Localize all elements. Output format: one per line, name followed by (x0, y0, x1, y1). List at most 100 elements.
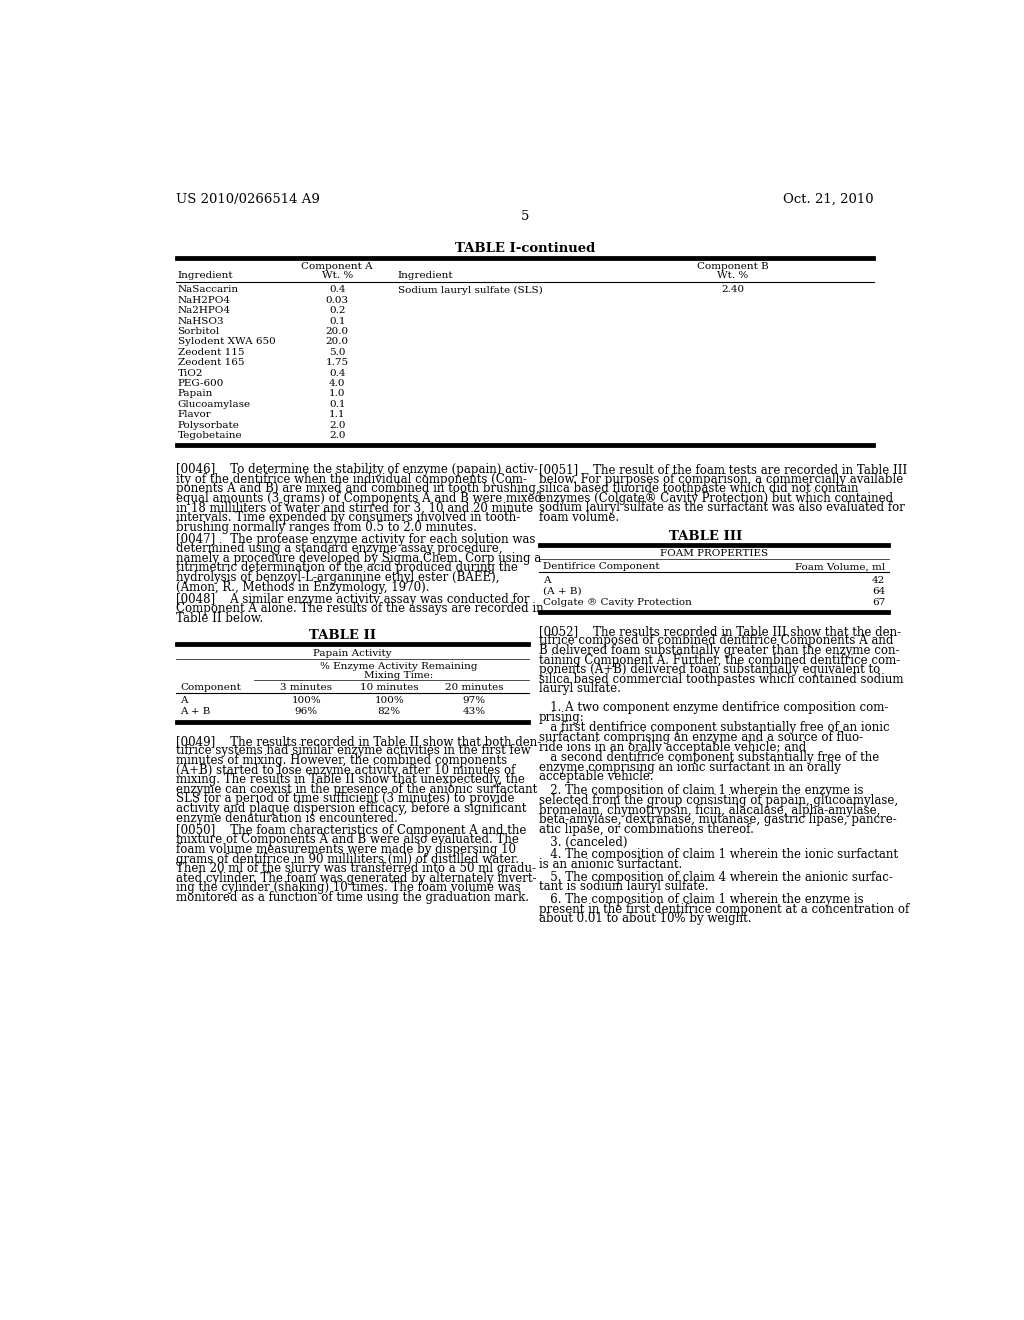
Text: tant is sodium lauryl sulfate.: tant is sodium lauryl sulfate. (539, 880, 709, 894)
Text: 0.4: 0.4 (329, 368, 345, 378)
Text: 20.0: 20.0 (326, 338, 349, 346)
Text: Colgate ® Cavity Protection: Colgate ® Cavity Protection (543, 598, 691, 607)
Text: [0048]    A similar enzyme activity assay was conducted for: [0048] A similar enzyme activity assay w… (176, 593, 529, 606)
Text: Then 20 ml of the slurry was transferred into a 50 ml gradu-: Then 20 ml of the slurry was transferred… (176, 862, 536, 875)
Text: % Enzyme Activity Remaining: % Enzyme Activity Remaining (321, 661, 477, 671)
Text: 0.4: 0.4 (329, 285, 345, 294)
Text: ity of the dentifrice when the individual components (Com-: ity of the dentifrice when the individua… (176, 473, 527, 486)
Text: enzymes (Colgate® Cavity Protection) but which contained: enzymes (Colgate® Cavity Protection) but… (539, 492, 893, 504)
Text: ride ions in an orally acceptable vehicle; and: ride ions in an orally acceptable vehicl… (539, 741, 806, 754)
Text: monitored as a function of time using the graduation mark.: monitored as a function of time using th… (176, 891, 529, 904)
Text: 1. A two component enzyme dentifrice composition com-: 1. A two component enzyme dentifrice com… (539, 701, 888, 714)
Text: bromelain, chymotrypsin, ficin, alacalase, alpha-amylase,: bromelain, chymotrypsin, ficin, alacalas… (539, 804, 880, 817)
Text: Tegobetaine: Tegobetaine (177, 430, 243, 440)
Text: NaSaccarin: NaSaccarin (177, 285, 239, 294)
Text: NaH2PO4: NaH2PO4 (177, 296, 230, 305)
Text: a first dentifrice component substantially free of an ionic: a first dentifrice component substantial… (539, 721, 890, 734)
Text: PEG-600: PEG-600 (177, 379, 224, 388)
Text: prising:: prising: (539, 711, 585, 723)
Text: Zeodent 165: Zeodent 165 (177, 358, 244, 367)
Text: a second dentifrice component substantially free of the: a second dentifrice component substantia… (539, 751, 879, 764)
Text: titrimetric determination of the acid produced during the: titrimetric determination of the acid pr… (176, 561, 518, 574)
Text: grams of dentifrice in 90 milliliters (ml) of distilled water.: grams of dentifrice in 90 milliliters (m… (176, 853, 519, 866)
Text: Papain Activity: Papain Activity (313, 648, 391, 657)
Text: Sodium lauryl sulfate (SLS): Sodium lauryl sulfate (SLS) (397, 285, 543, 294)
Text: 10 minutes: 10 minutes (359, 684, 419, 692)
Text: silica based fluoride toothpaste which did not contain: silica based fluoride toothpaste which d… (539, 482, 858, 495)
Text: about 0.01 to about 10% by weight.: about 0.01 to about 10% by weight. (539, 912, 752, 925)
Text: 2. The composition of claim 1 wherein the enzyme is: 2. The composition of claim 1 wherein th… (539, 784, 863, 797)
Text: namely a procedure developed by Sigma Chem. Corp using a: namely a procedure developed by Sigma Ch… (176, 552, 542, 565)
Text: ing the cylinder (shaking) 10 times. The foam volume was: ing the cylinder (shaking) 10 times. The… (176, 882, 521, 895)
Text: 20.0: 20.0 (326, 327, 349, 337)
Text: in 18 milliliters of water and stirred for 3, 10 and 20 minute: in 18 milliliters of water and stirred f… (176, 502, 534, 515)
Text: acceptable vehicle.: acceptable vehicle. (539, 770, 653, 783)
Text: NaHSO3: NaHSO3 (177, 317, 224, 326)
Text: SLS for a period of time sufficient (3 minutes) to provide: SLS for a period of time sufficient (3 m… (176, 792, 514, 805)
Text: Foam Volume, ml: Foam Volume, ml (795, 562, 885, 572)
Text: 4. The composition of claim 1 wherein the ionic surfactant: 4. The composition of claim 1 wherein th… (539, 849, 898, 862)
Text: [0046]    To determine the stability of enzyme (papain) activ-: [0046] To determine the stability of enz… (176, 463, 538, 477)
Text: Ingredient: Ingredient (177, 271, 233, 280)
Text: 82%: 82% (378, 708, 400, 715)
Text: 100%: 100% (375, 696, 404, 705)
Text: 2.40: 2.40 (721, 285, 744, 294)
Text: A + B: A + B (180, 708, 210, 715)
Text: activity and plaque dispersion efficacy, before a significant: activity and plaque dispersion efficacy,… (176, 803, 526, 816)
Text: 1.75: 1.75 (326, 358, 349, 367)
Text: US 2010/0266514 A9: US 2010/0266514 A9 (176, 193, 319, 206)
Text: 0.03: 0.03 (326, 296, 349, 305)
Text: Flavor: Flavor (177, 411, 211, 420)
Text: Component A: Component A (301, 261, 373, 271)
Text: 100%: 100% (292, 696, 322, 705)
Text: Table II below.: Table II below. (176, 612, 263, 624)
Text: TABLE II: TABLE II (309, 630, 376, 643)
Text: TABLE III: TABLE III (669, 529, 742, 543)
Text: mixing. The results in Table II show that unexpectedly, the: mixing. The results in Table II show tha… (176, 774, 525, 787)
Text: 6. The composition of claim 1 wherein the enzyme is: 6. The composition of claim 1 wherein th… (539, 892, 863, 906)
Text: 20 minutes: 20 minutes (445, 684, 504, 692)
Text: 5.0: 5.0 (329, 348, 345, 356)
Text: atic lipase, or combinations thereof.: atic lipase, or combinations thereof. (539, 822, 754, 836)
Text: Component A alone. The results of the assays are recorded in: Component A alone. The results of the as… (176, 602, 544, 615)
Text: Oct. 21, 2010: Oct. 21, 2010 (783, 193, 873, 206)
Text: Wt. %: Wt. % (717, 271, 749, 280)
Text: FOAM PROPERTIES: FOAM PROPERTIES (659, 549, 768, 558)
Text: Mixing Time:: Mixing Time: (365, 671, 433, 680)
Text: 4.0: 4.0 (329, 379, 345, 388)
Text: 0.1: 0.1 (329, 317, 345, 326)
Text: is an anionic surfactant.: is an anionic surfactant. (539, 858, 682, 871)
Text: Dentifrice Component: Dentifrice Component (543, 562, 659, 572)
Text: 42: 42 (871, 576, 885, 585)
Text: enzyme comprising an ionic surfactant in an orally: enzyme comprising an ionic surfactant in… (539, 760, 841, 774)
Text: taining Component A. Further, the combined dentifrice com-: taining Component A. Further, the combin… (539, 653, 900, 667)
Text: below. For purposes of comparison, a commercially available: below. For purposes of comparison, a com… (539, 473, 903, 486)
Text: [0051]    The result of the foam tests are recorded in Table III: [0051] The result of the foam tests are … (539, 463, 907, 477)
Text: [0047]    The protease enzyme activity for each solution was: [0047] The protease enzyme activity for … (176, 533, 536, 545)
Text: determined using a standard enzyme assay procedure,: determined using a standard enzyme assay… (176, 543, 503, 556)
Text: 0.2: 0.2 (329, 306, 345, 315)
Text: brushing normally ranges from 0.5 to 2.0 minutes.: brushing normally ranges from 0.5 to 2.0… (176, 520, 477, 533)
Text: 96%: 96% (295, 708, 317, 715)
Text: ated cylinder. The foam was generated by alternately invert-: ated cylinder. The foam was generated by… (176, 871, 537, 884)
Text: selected from the group consisting of papain, glucoamylase,: selected from the group consisting of pa… (539, 795, 898, 807)
Text: equal amounts (3 grams) of Components A and B were mixed: equal amounts (3 grams) of Components A … (176, 492, 542, 504)
Text: silica based commercial toothpastes which contained sodium: silica based commercial toothpastes whic… (539, 673, 903, 686)
Text: sodium lauryl sulfate as the surfactant was also evaluated for: sodium lauryl sulfate as the surfactant … (539, 502, 904, 515)
Text: (Amon, R., Methods in Enzymology, 1970).: (Amon, R., Methods in Enzymology, 1970). (176, 581, 429, 594)
Text: beta-amylase, dextranase, mutanase, gastric lipase, pancre-: beta-amylase, dextranase, mutanase, gast… (539, 813, 896, 826)
Text: Zeodent 115: Zeodent 115 (177, 348, 244, 356)
Text: 43%: 43% (463, 708, 486, 715)
Text: Sylodent XWA 650: Sylodent XWA 650 (177, 338, 275, 346)
Text: ponents (A+B) delivered foam substantially equivalent to: ponents (A+B) delivered foam substantial… (539, 663, 880, 676)
Text: 3 minutes: 3 minutes (281, 684, 332, 692)
Text: A: A (180, 696, 187, 705)
Text: A: A (543, 576, 550, 585)
Text: enzyme denaturation is encountered.: enzyme denaturation is encountered. (176, 812, 398, 825)
Text: lauryl sulfate.: lauryl sulfate. (539, 682, 621, 696)
Text: [0052]    The results recorded in Table III show that the den-: [0052] The results recorded in Table III… (539, 624, 901, 638)
Text: 0.1: 0.1 (329, 400, 345, 409)
Text: Polysorbate: Polysorbate (177, 421, 240, 429)
Text: (A + B): (A + B) (543, 587, 582, 595)
Text: ponents A and B) are mixed and combined in tooth brushing,: ponents A and B) are mixed and combined … (176, 482, 540, 495)
